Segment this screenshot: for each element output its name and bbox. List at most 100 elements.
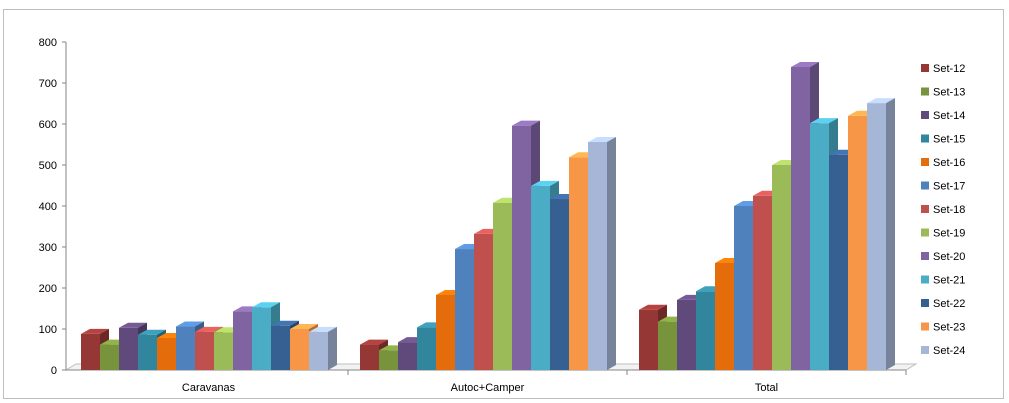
x-category-label: Autoc+Camper (451, 382, 525, 394)
y-tick-label: 400 (39, 201, 57, 213)
legend-swatch (921, 252, 929, 260)
bar-front-face (569, 157, 588, 370)
bar-top-face (290, 324, 318, 329)
bar-top-face (195, 326, 223, 332)
legend-item: Set-21 (921, 275, 965, 287)
bar-front-face (436, 294, 455, 370)
bar-set-24-total (867, 98, 895, 370)
bar-front-face (309, 331, 328, 370)
legend-swatch (921, 275, 929, 284)
bar-front-face (81, 333, 100, 370)
y-tick-label: 800 (39, 37, 57, 49)
legend-item: Set-13 (921, 87, 965, 99)
legend-label: Set-19 (933, 228, 965, 240)
bar-front-face (157, 338, 176, 370)
bar-side-face (886, 98, 895, 370)
y-tick-label: 600 (39, 119, 57, 131)
legend-swatch (921, 64, 929, 72)
y-tick-label: 500 (39, 160, 57, 172)
bar-front-face (252, 307, 271, 370)
bar-front-face (512, 125, 531, 370)
bar-front-face (734, 206, 753, 370)
legend-swatch (921, 111, 929, 119)
legend-swatch (921, 87, 929, 96)
bar-front-face (531, 185, 550, 370)
bar-front-face (493, 202, 512, 370)
bar-front-face (417, 327, 436, 370)
y-tick-label: 300 (39, 242, 57, 254)
legend-label: Set-13 (933, 87, 965, 99)
bar-front-face (455, 249, 474, 370)
bar-top-face (252, 302, 280, 308)
legend-swatch (921, 299, 929, 307)
y-tick-label: 100 (39, 324, 57, 336)
bar-front-face (290, 329, 309, 370)
bar-front-face (696, 291, 715, 370)
legend-item: Set-19 (921, 228, 965, 240)
legend: Set-12 Set-13 Set-14 Set-15 Set-16 Set-17 Set-… (921, 63, 965, 357)
y-tick-label: 0 (51, 365, 57, 377)
bar-front-face (658, 321, 677, 370)
legend-label: Set-23 (933, 322, 965, 334)
legend-item: Set-12 (921, 63, 965, 75)
legend-swatch (921, 158, 929, 166)
legend-item: Set-20 (921, 251, 965, 263)
legend-item: Set-16 (921, 157, 965, 169)
bar-front-face (138, 334, 157, 370)
legend-swatch (921, 322, 929, 331)
bar-front-face (791, 67, 810, 370)
bar-front-face (588, 142, 607, 370)
legend-item: Set-23 (921, 322, 965, 334)
bar-top-face (867, 98, 895, 104)
bar-top-face (176, 321, 204, 327)
bar-front-face (271, 325, 290, 370)
legend-swatch (921, 346, 929, 354)
legend-item: Set-24 (921, 345, 965, 357)
bar-top-face (588, 137, 616, 143)
chart-area: 0 100 200 300 400 500 600 700 800 Caravanas Autoc+… (3, 9, 1004, 399)
bar-top-face (639, 304, 667, 310)
bar-top-face (81, 328, 109, 334)
legend-label: Set-21 (933, 275, 965, 287)
legend-label: Set-16 (933, 157, 965, 169)
bar-front-face (398, 342, 417, 370)
legend-swatch (921, 181, 929, 190)
bars (81, 62, 895, 371)
legend-label: Set-18 (933, 204, 965, 216)
legend-label: Set-12 (933, 63, 965, 75)
legend-label: Set-24 (933, 345, 965, 357)
bar-set-24-autoc-camper (588, 137, 616, 370)
bar-set-24-caravanas (309, 326, 337, 370)
bar-front-face (176, 326, 195, 370)
bar-top-face (791, 62, 819, 68)
legend-swatch (921, 134, 929, 143)
bar-front-face (829, 154, 848, 370)
bar-front-face (550, 199, 569, 370)
bar-front-face (360, 344, 379, 370)
legend-label: Set-17 (933, 181, 965, 193)
bar-front-face (195, 331, 214, 370)
bar-front-face (848, 115, 867, 370)
bar-front-face (772, 165, 791, 370)
bar-front-face (810, 123, 829, 371)
bar-front-face (474, 233, 493, 370)
legend-item: Set-18 (921, 204, 965, 216)
bar-top-face (810, 118, 838, 124)
legend-item: Set-22 (921, 298, 965, 310)
bar-front-face (867, 103, 886, 370)
y-tick-label: 700 (39, 78, 57, 90)
bar-top-face (271, 320, 299, 326)
bar-front-face (100, 344, 119, 370)
legend-swatch (921, 228, 929, 237)
bar-top-face (138, 329, 166, 335)
legend-swatch (921, 205, 929, 213)
bar-top-face (119, 322, 147, 328)
legend-label: Set-15 (933, 134, 965, 146)
y-tick-label: 200 (39, 283, 57, 295)
bar-top-face (512, 120, 540, 126)
bar-front-face (677, 299, 696, 370)
legend-label: Set-22 (933, 298, 965, 310)
bar-side-face (607, 137, 616, 370)
bar-top-face (360, 339, 388, 345)
bar-front-face (379, 350, 398, 370)
